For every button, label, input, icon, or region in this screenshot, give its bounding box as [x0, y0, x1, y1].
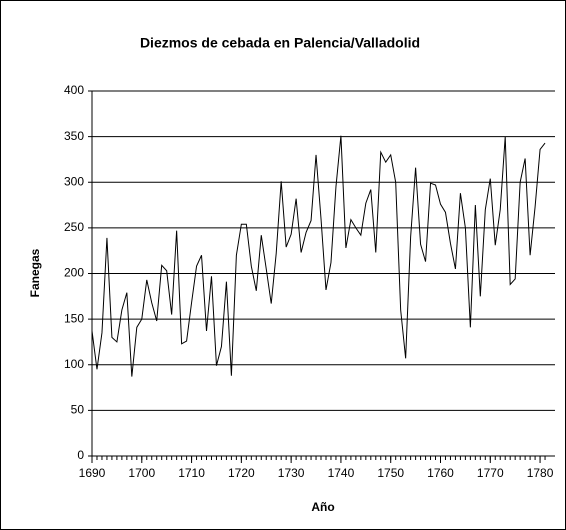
y-tick-label: 350	[64, 129, 84, 143]
y-axis-label: Fanegas	[28, 248, 42, 297]
y-tick-label: 250	[64, 220, 84, 234]
x-axis-label: Año	[311, 500, 334, 514]
y-tick-label: 100	[64, 357, 84, 371]
y-tick-label: 50	[71, 403, 85, 417]
x-tick-label: 1760	[427, 466, 454, 480]
y-tick-label: 200	[64, 266, 84, 280]
x-tick-label: 1770	[477, 466, 504, 480]
chart-title: Diezmos de cebada en Palencia/Valladolid	[140, 35, 420, 51]
x-tick-label: 1690	[79, 466, 106, 480]
x-tick-label: 1780	[527, 466, 554, 480]
x-tick-label: 1740	[328, 466, 355, 480]
x-tick-label: 1700	[128, 466, 155, 480]
y-tick-label: 150	[64, 311, 84, 325]
y-tick-label: 400	[64, 83, 84, 97]
x-tick-label: 1720	[228, 466, 255, 480]
x-tick-label: 1750	[377, 466, 404, 480]
y-tick-label: 0	[77, 448, 84, 462]
data-line	[91, 135, 546, 377]
x-tick-label: 1730	[278, 466, 305, 480]
x-tick-label: 1710	[178, 466, 205, 480]
y-tick-label: 300	[64, 174, 84, 188]
